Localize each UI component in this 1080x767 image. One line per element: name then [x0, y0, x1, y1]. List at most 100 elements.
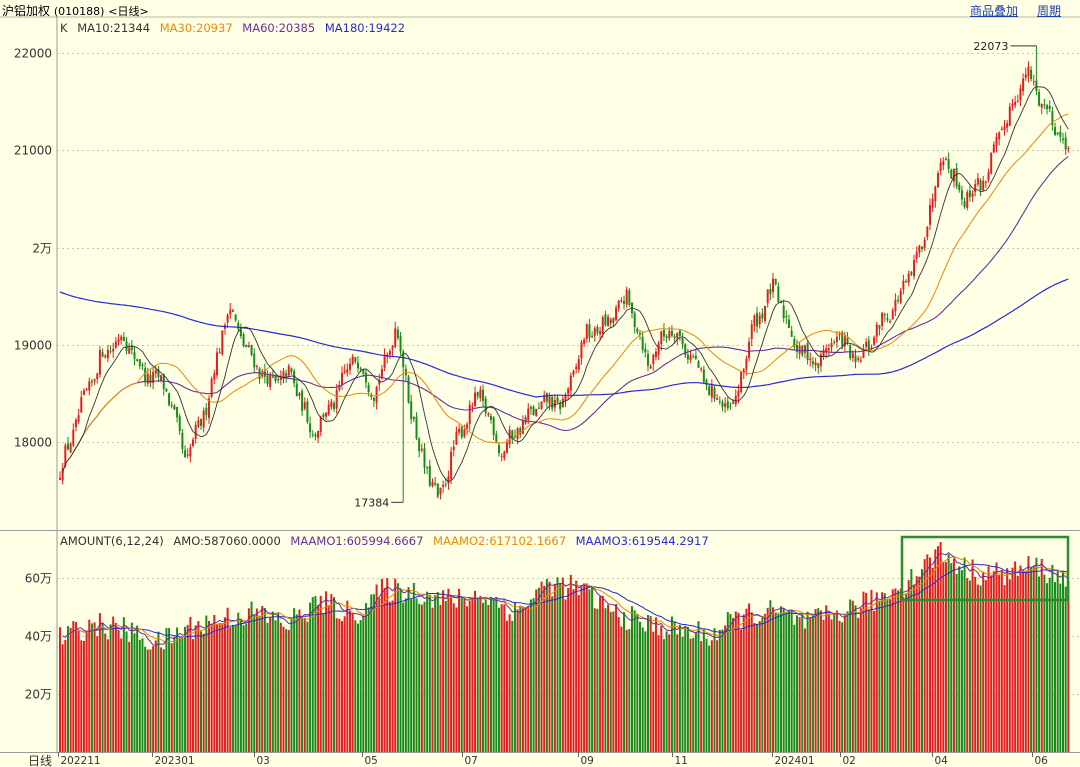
candle-body: [500, 455, 503, 457]
candle-body: [835, 336, 838, 343]
amount-bar: [205, 615, 208, 752]
amount-tick-label: 20万: [25, 688, 52, 702]
amount-bar: [303, 617, 306, 752]
amount-bar: [873, 611, 876, 752]
amount-bar: [519, 605, 522, 752]
amount-bar: [1054, 582, 1057, 752]
amount-bar: [226, 607, 229, 752]
amount-bar: [694, 632, 697, 752]
candle-body: [883, 314, 886, 316]
candle-body: [580, 342, 583, 359]
candle-body: [729, 405, 732, 407]
amount-bar: [458, 588, 461, 752]
candle-body: [559, 402, 562, 410]
candle-body: [327, 404, 330, 415]
candle-body: [66, 443, 69, 450]
amount-bar: [426, 591, 429, 752]
amount-bar: [543, 585, 546, 752]
candle-body: [351, 356, 354, 365]
amount-bar: [439, 604, 442, 752]
candle-body: [301, 390, 304, 411]
candle-body: [609, 319, 612, 324]
candle-body: [987, 172, 990, 181]
amount-bar: [609, 612, 612, 752]
candle-body: [936, 173, 939, 188]
amount-bar: [341, 620, 344, 752]
amount-bar: [652, 631, 655, 752]
amount-bar: [154, 640, 157, 752]
amount-bar: [423, 601, 426, 752]
candle-body: [811, 361, 814, 365]
candle-body: [718, 401, 721, 403]
amount-bar: [122, 617, 125, 752]
amount-bar: [742, 614, 745, 752]
candle-body: [85, 389, 88, 391]
amount-bar: [189, 616, 192, 752]
candle-body: [551, 396, 554, 409]
candle-body: [306, 401, 309, 423]
candle-body: [756, 312, 759, 327]
amount-bar: [572, 589, 575, 752]
candle-body: [694, 355, 697, 359]
candle-body: [125, 341, 128, 352]
candle-body: [862, 348, 865, 358]
candle-body: [878, 325, 881, 329]
amount-bar: [210, 623, 213, 752]
candle-body: [748, 341, 751, 359]
candle-body: [891, 310, 894, 320]
amount-bar: [811, 614, 814, 752]
amount-bar: [215, 624, 218, 752]
amount-bar: [293, 608, 296, 752]
candle-body: [548, 396, 551, 405]
candle-body: [202, 410, 205, 428]
amount-bar: [460, 596, 463, 752]
candle-body: [567, 388, 570, 394]
amount-bar: [875, 592, 878, 752]
amount-bar: [753, 623, 756, 752]
candle-body: [716, 398, 719, 400]
amount-bar: [567, 588, 570, 752]
candle-body: [588, 324, 591, 338]
candle-body: [902, 280, 905, 290]
overlay-commodity-link[interactable]: 商品叠加: [970, 4, 1019, 18]
candle-body: [90, 381, 93, 383]
candle-body: [628, 290, 631, 306]
amount-bar: [173, 636, 176, 752]
amount-bar: [540, 581, 543, 752]
candle-body: [689, 355, 692, 361]
candle-body: [910, 271, 913, 275]
amount-bar: [64, 639, 67, 752]
candle-body: [64, 445, 67, 467]
amount-bar: [612, 611, 615, 752]
candle-body: [870, 347, 873, 349]
amount-bar: [245, 623, 248, 752]
amount-bar: [819, 610, 822, 752]
candle-body: [787, 319, 790, 328]
amount-bar: [412, 582, 415, 752]
amount-bar: [500, 604, 503, 752]
amount-bar: [588, 589, 591, 752]
x-tick-label: 202211: [61, 755, 101, 767]
amount-bar: [1062, 571, 1065, 752]
amount-bar: [803, 628, 806, 752]
maamo3-legend: MAAMO3:619544.2917: [575, 534, 709, 548]
amount-bar: [899, 588, 902, 752]
candle-body: [705, 379, 708, 385]
candle-body: [915, 252, 918, 259]
candle-body: [378, 379, 381, 385]
amount-bar: [662, 639, 665, 752]
candle-body: [990, 152, 993, 174]
candle-body: [641, 336, 644, 350]
amount-bar: [633, 610, 636, 752]
cycle-link[interactable]: 周期: [1037, 4, 1062, 18]
amount-bar: [370, 594, 373, 752]
candle-body: [471, 406, 474, 408]
candle-body: [458, 428, 461, 433]
amount-bar: [974, 576, 977, 752]
candle-body: [803, 345, 806, 353]
candle-body: [644, 348, 647, 353]
amount-bar: [85, 632, 88, 752]
amount-bar: [319, 595, 322, 752]
candle-body: [253, 353, 256, 368]
candle-body: [795, 345, 798, 352]
